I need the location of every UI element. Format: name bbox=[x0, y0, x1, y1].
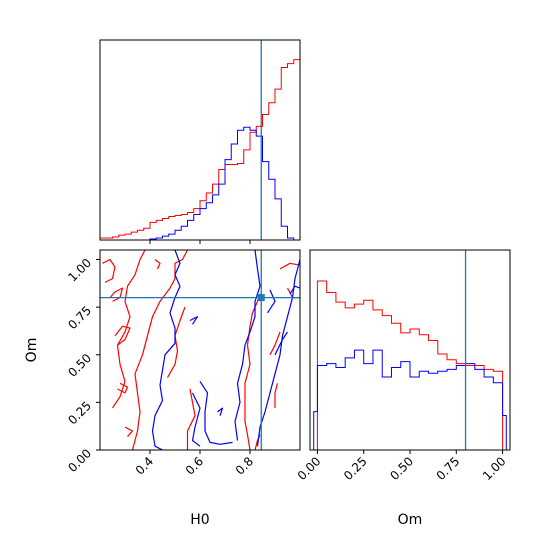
contour-y-ticks: 0.00 0.25 0.50 0.75 1.00 bbox=[65, 256, 100, 475]
contour-line-1-0 bbox=[151, 250, 181, 450]
contour-line-0-13 bbox=[269, 331, 281, 356]
om-x-ticks: 0.00 0.25 0.50 0.75 1.00 bbox=[295, 450, 509, 483]
contour-y-tick-label-0: 0.00 bbox=[65, 446, 94, 475]
om-histogram-frame bbox=[309, 249, 511, 451]
contour-x-tick-label-1: 0.6 bbox=[183, 454, 206, 477]
contour-line-0-12 bbox=[274, 383, 279, 409]
contour-line-1-2 bbox=[199, 381, 233, 445]
om-x-tick-label-1: 0.25 bbox=[341, 454, 370, 483]
contour-line-1-8 bbox=[289, 285, 300, 295]
contour-y-tick-label-2: 0.50 bbox=[65, 351, 94, 380]
contour-line-1-3 bbox=[256, 259, 300, 447]
h0-histogram-series bbox=[99, 59, 301, 241]
contour-truth-marker bbox=[257, 294, 265, 302]
contour-line-0-0 bbox=[131, 250, 189, 450]
om-histogram-series bbox=[313, 280, 507, 451]
om-x-tick-label-4: 1.00 bbox=[480, 454, 509, 483]
contour-line-0-2 bbox=[102, 258, 116, 283]
contour-x-tick-label-0: 0.4 bbox=[133, 454, 156, 477]
contour-y-tick-label-1: 0.25 bbox=[65, 399, 94, 428]
contour-line-0-9 bbox=[154, 259, 161, 270]
contour-x-axis-label: H0 bbox=[190, 512, 209, 528]
contour-line-0-7 bbox=[186, 388, 196, 450]
om-x-axis-label: Om bbox=[398, 512, 423, 528]
contour-frame bbox=[99, 249, 301, 451]
om-histogram-panel: 0.00 0.25 0.50 0.75 1.00 Om bbox=[295, 249, 511, 528]
h0-histogram-ticks bbox=[149, 240, 251, 244]
contour-line-1-4 bbox=[234, 250, 261, 441]
contour-line-1-5 bbox=[217, 407, 224, 416]
contour-line-1-1 bbox=[191, 392, 201, 447]
om-x-tick-label-2: 0.50 bbox=[387, 454, 416, 483]
contour-line-0-8 bbox=[166, 306, 186, 378]
contour-line-1-6 bbox=[189, 316, 199, 325]
h0-histogram-frame bbox=[99, 39, 301, 241]
contour-line-0-5 bbox=[124, 426, 134, 438]
contour-line-1-7 bbox=[266, 289, 276, 314]
contour-line-0-10 bbox=[244, 293, 261, 450]
contour-x-tick-label-2: 0.8 bbox=[233, 454, 256, 477]
contour-line-0-1 bbox=[111, 250, 146, 409]
contour-line-0-15 bbox=[279, 262, 300, 270]
om-x-tick-label-0: 0.00 bbox=[295, 454, 324, 483]
contour-y-tick-label-4: 1.00 bbox=[65, 256, 94, 285]
om-histogram-step-1 bbox=[313, 349, 507, 450]
contour-y-tick-label-3: 0.75 bbox=[65, 303, 94, 332]
contour-line-0-6 bbox=[117, 382, 129, 394]
contour-y-axis-label: Om bbox=[24, 338, 40, 363]
contour-line-0-4 bbox=[114, 325, 131, 346]
contour-series bbox=[102, 250, 300, 450]
h0-histogram-step-0 bbox=[99, 59, 301, 240]
h0-om-contour-panel: 0.4 0.6 0.8 0.00 0.25 0.50 0.75 1.00 H0 Om bbox=[24, 249, 301, 528]
contour-line-0-3 bbox=[109, 287, 124, 302]
h0-histogram-panel bbox=[99, 39, 301, 244]
om-x-tick-label-3: 0.75 bbox=[434, 454, 463, 483]
contour-line-1-9 bbox=[274, 331, 289, 356]
h0-histogram-step-1 bbox=[100, 126, 300, 241]
contour-truth-lines bbox=[100, 250, 300, 450]
contour-x-ticks: 0.4 0.6 0.8 bbox=[133, 450, 256, 478]
